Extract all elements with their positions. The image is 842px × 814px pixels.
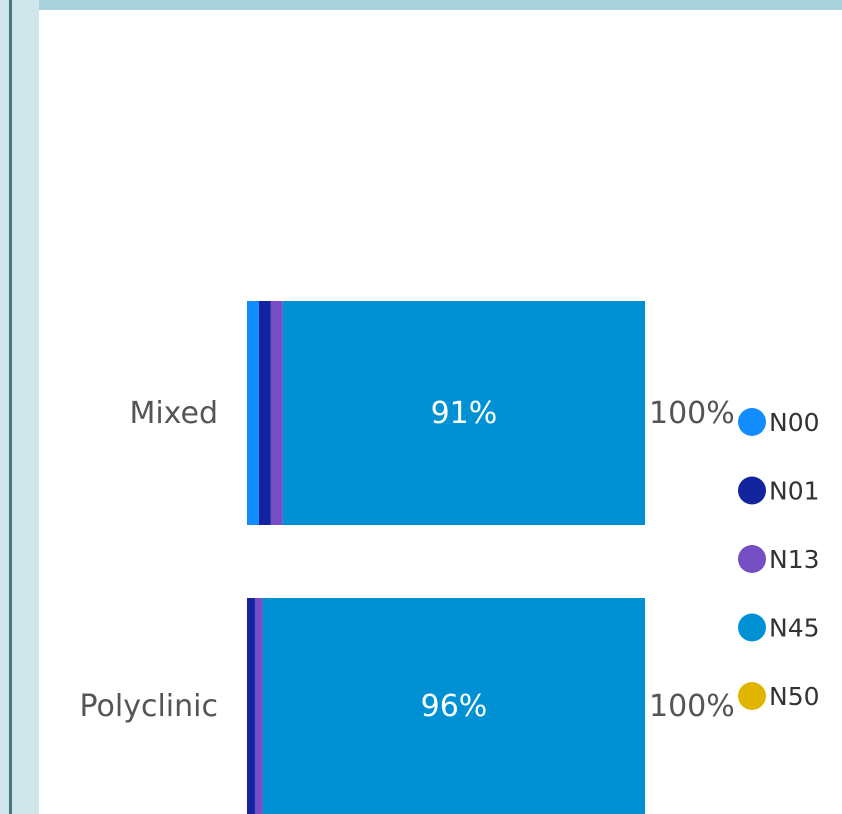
data-label: 96% — [421, 689, 488, 724]
bar-mixed-n45[interactable] — [282, 301, 645, 525]
bar-polyclinic-n45[interactable] — [262, 598, 645, 814]
total-label: 100% — [649, 396, 735, 431]
legend-item-n13[interactable]: N13 — [738, 545, 820, 574]
legend-label: N01 — [769, 477, 820, 506]
legend-marker — [738, 476, 766, 505]
legend-label: N13 — [769, 545, 820, 574]
frame-left-border — [9, 0, 12, 814]
data-label: 91% — [431, 396, 498, 431]
legend-item-n00[interactable]: N00 — [738, 408, 820, 437]
legend-marker — [738, 682, 766, 710]
legend-label: N50 — [769, 682, 820, 711]
legend-marker — [738, 545, 766, 573]
bar-mixed-n13[interactable] — [270, 301, 283, 525]
legend-marker — [738, 613, 766, 642]
bar-mixed-n00[interactable] — [247, 301, 259, 525]
legend-item-n01[interactable]: N01 — [738, 476, 820, 506]
legend[interactable]: N00 N01 N13 N45 N50 — [738, 408, 820, 711]
category-label: Mixed — [129, 396, 218, 431]
bar-polyclinic-n01[interactable] — [247, 598, 255, 814]
legend-item-n45[interactable]: N45 — [738, 613, 820, 643]
total-label: 100% — [649, 689, 735, 724]
frame-top-border — [0, 0, 842, 10]
labels-group: Mixed 91% 100% Polyclinic 96% 100% — [80, 396, 735, 724]
legend-label: N45 — [769, 614, 820, 643]
frame-left-padding — [12, 0, 39, 814]
legend-label: N00 — [769, 408, 820, 437]
category-label: Polyclinic — [80, 689, 218, 724]
bars-group — [247, 301, 645, 814]
bar-polyclinic-n13[interactable] — [254, 598, 263, 814]
frame-left-margin — [0, 0, 9, 814]
legend-item-n50[interactable]: N50 — [738, 682, 820, 711]
bar-mixed-n01[interactable] — [258, 301, 271, 525]
legend-marker — [738, 408, 766, 436]
